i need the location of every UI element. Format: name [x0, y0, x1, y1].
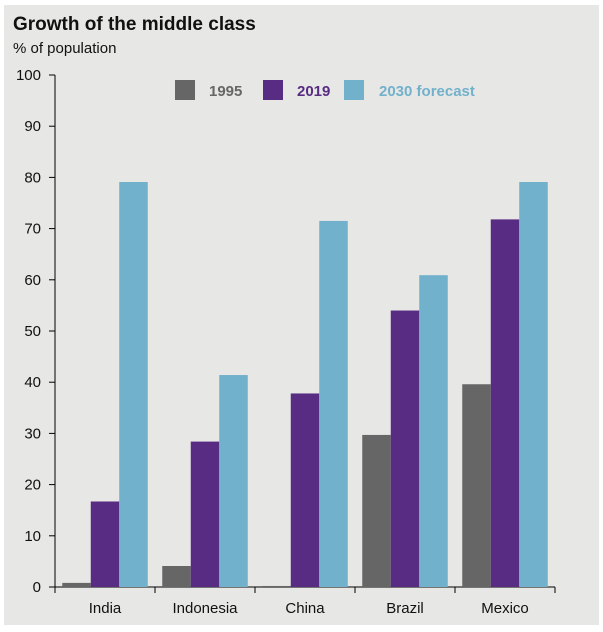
bar-china-1995 [262, 585, 291, 587]
y-tick-label-70: 70 [24, 221, 41, 238]
x-tick-label-china: China [285, 600, 325, 617]
bar-brazil-2019 [390, 310, 420, 587]
legend-swatch-2019 [263, 80, 283, 100]
bar-indonesia-1995 [162, 566, 191, 587]
bar-brazil-2030-forecast [419, 275, 448, 587]
legend-label-1995: 1995 [209, 83, 242, 100]
x-tick-label-india: India [89, 600, 122, 617]
y-tick-label-10: 10 [24, 528, 41, 545]
y-tick-label-40: 40 [24, 374, 41, 391]
legend-label-2019: 2019 [297, 83, 330, 100]
legend-swatch-2030-forecast [344, 80, 364, 100]
legend-swatch-1995 [175, 80, 195, 100]
bar-china-2030-forecast [319, 220, 348, 588]
x-tick-label-mexico: Mexico [481, 600, 529, 617]
x-tick-label-brazil: Brazil [386, 600, 424, 617]
bar-mexico-2019 [490, 219, 520, 587]
y-tick-label-0: 0 [33, 579, 41, 596]
y-tick-label-90: 90 [24, 118, 41, 135]
bar-indonesia-2030-forecast [219, 375, 248, 587]
bar-brazil-1995 [362, 434, 391, 587]
y-tick-label-50: 50 [24, 323, 41, 340]
x-tick-label-indonesia: Indonesia [172, 600, 238, 617]
legend-label-2030-forecast: 2030 forecast [379, 83, 475, 100]
bar-india-1995 [62, 582, 91, 587]
chart-subtitle: % of population [13, 40, 117, 57]
y-tick-label-30: 30 [24, 425, 41, 442]
bar-india-2019 [90, 501, 120, 587]
y-tick-label-60: 60 [24, 272, 41, 289]
y-tick-label-80: 80 [24, 169, 41, 186]
chart-title: Growth of the middle class [13, 14, 256, 35]
bar-indonesia-2019 [190, 441, 220, 587]
y-tick-label-20: 20 [24, 477, 41, 494]
bar-mexico-2030-forecast [519, 182, 548, 587]
bar-mexico-1995 [462, 384, 491, 587]
bar-china-2019 [290, 393, 320, 587]
y-tick-label-100: 100 [16, 67, 41, 84]
bar-india-2030-forecast [119, 182, 148, 587]
